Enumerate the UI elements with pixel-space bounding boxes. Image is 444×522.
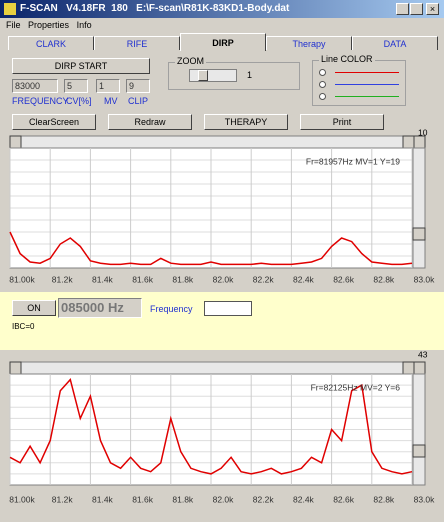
tab[interactable]: RIFE	[94, 36, 180, 50]
v-scrollbar	[412, 147, 426, 269]
menu-item[interactable]: File	[6, 20, 21, 30]
tab[interactable]: Therapy	[266, 36, 352, 50]
x-tick-label: 81.6k	[132, 494, 154, 504]
label: CLIP	[128, 96, 149, 106]
scroll-arrow	[9, 135, 22, 149]
x-tick-label: 81.4k	[92, 494, 114, 504]
x-tick-label: 82.6k	[333, 274, 355, 284]
x-tick-label: 81.8k	[172, 274, 194, 284]
scroll-value: 43	[418, 350, 428, 359]
x-tick-label: 82.6k	[333, 494, 355, 504]
title-bar: F-SCAN V4.18FR 180 E:\F-scan\R81K-83KD1-…	[0, 0, 444, 18]
scroll-value: 10	[418, 128, 428, 137]
group-label: Line COLOR	[319, 54, 375, 64]
x-tick-label: 82.0k	[213, 494, 235, 504]
menu-item[interactable]: Properties	[28, 20, 70, 30]
swatch	[335, 72, 399, 73]
x-tick-label: 81.6k	[132, 274, 154, 284]
app-icon	[4, 3, 16, 15]
spectrum-line	[9, 231, 413, 266]
scroll-thumb	[413, 135, 426, 149]
close[interactable]: ×	[426, 3, 439, 15]
spectrum-line	[9, 378, 413, 475]
zoom-slider[interactable]	[189, 69, 237, 82]
scroll-thumb	[412, 227, 426, 241]
frequency-input[interactable]	[204, 301, 252, 316]
x-tick-label: 81.00k	[9, 494, 35, 504]
maximize[interactable]	[410, 3, 423, 15]
x-tick-label: 82.4k	[293, 274, 315, 284]
spectrum-chart: 10 81.00k 81.2k 81.4k 81.6k 81.8k 82.0k 82.2k 82…	[9, 128, 436, 284]
h-scrollbar	[9, 135, 426, 149]
spectrum-chart: 43 81.00k 81.2k 81.4k 81.6k 81.8k 82.0k 82.2k 82…	[9, 350, 436, 504]
label: Frequency	[150, 304, 193, 314]
swatch	[335, 96, 399, 97]
zoom-value: 1	[247, 70, 253, 80]
scroll-arrow	[9, 361, 22, 375]
status: IBC=0	[12, 322, 35, 331]
generator-panel: ON 085000 Hz Frequency IBC=0	[0, 292, 444, 350]
scroll-arrow	[402, 361, 415, 375]
minimize[interactable]	[396, 3, 409, 15]
tab[interactable]: DATA	[352, 36, 438, 50]
label: MV	[104, 96, 118, 106]
on-button[interactable]: ON	[12, 300, 56, 316]
button[interactable]: Print	[300, 114, 384, 130]
swatch	[335, 84, 399, 85]
input[interactable]: 5	[64, 79, 88, 93]
scroll-arrow	[402, 135, 415, 149]
x-tick-label: 81.00k	[9, 274, 35, 284]
x-tick-label: 81.2k	[52, 274, 74, 284]
zoom-group: ZOOM 1	[168, 56, 300, 90]
tab[interactable]: DIRP	[180, 33, 266, 51]
input[interactable]: 1	[96, 79, 120, 93]
x-tick-label: 81.4k	[92, 274, 114, 284]
button[interactable]: Redraw	[108, 114, 192, 130]
label: CV[%]	[66, 96, 92, 106]
radio[interactable]	[319, 69, 326, 76]
x-tick-label: 83.0k	[414, 494, 436, 504]
radio[interactable]	[319, 81, 326, 88]
x-tick-label: 83.0k	[414, 274, 436, 284]
menu-item[interactable]: Info	[76, 20, 92, 30]
annotation: Fr=81957Hz MV=1 Y=19	[306, 156, 400, 166]
button[interactable]: ClearScreen	[12, 114, 96, 130]
input[interactable]: 83000	[12, 79, 58, 93]
scroll-thumb	[413, 361, 426, 375]
x-tick-label: 81.2k	[52, 494, 74, 504]
x-tick-label: 82.2k	[253, 274, 275, 284]
window-title: F-SCAN V4.18FR 180 E:\F-scan\R81K-83KD1-…	[20, 3, 290, 14]
label: FREQUENCY	[12, 96, 69, 106]
scroll-thumb	[412, 444, 426, 458]
frequency-display: 085000 Hz	[58, 298, 142, 318]
x-tick-label: 82.8k	[373, 494, 395, 504]
v-scrollbar	[412, 373, 426, 486]
button[interactable]: THERAPY	[204, 114, 288, 130]
x-tick-label: 81.8k	[172, 494, 194, 504]
annotation: Fr=82125Hz MV=2 Y=6	[311, 382, 401, 392]
color-group: Line COLOR	[312, 54, 406, 106]
tab[interactable]: CLARK	[8, 36, 94, 50]
x-tick-label: 82.2k	[253, 494, 275, 504]
menu-bar: File Properties Info	[6, 20, 92, 30]
start-button[interactable]: DIRP START	[12, 58, 150, 74]
h-scrollbar	[9, 361, 426, 375]
x-tick-label: 82.4k	[293, 494, 315, 504]
radio[interactable]	[319, 93, 326, 100]
group-label: ZOOM	[175, 56, 206, 66]
x-tick-label: 82.0k	[213, 274, 235, 284]
input[interactable]: 9	[126, 79, 150, 93]
x-tick-label: 82.8k	[373, 274, 395, 284]
